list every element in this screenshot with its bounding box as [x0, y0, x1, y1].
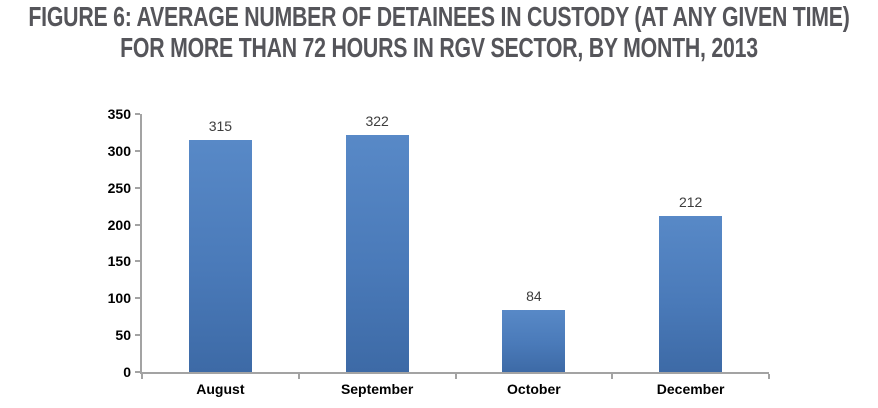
y-axis-tick-label: 150: [107, 253, 131, 270]
y-axis-tick: [135, 113, 140, 115]
y-axis-tick-label: 200: [107, 216, 131, 233]
plot-area: 0 50 100 150 200 250 300 350 315 August 322 Septemb…: [108, 106, 770, 397]
y-axis-tick: [135, 149, 140, 152]
y-axis-tick: [135, 297, 140, 300]
x-axis-tick: [611, 374, 614, 379]
chart-title-line-1: FIGURE 6: AVERAGE NUMBER OF DETAINEES IN…: [28, 1, 850, 32]
category-label-august: August: [196, 381, 245, 397]
bar-august: [188, 140, 252, 372]
data-label-september: 322: [365, 113, 389, 129]
y-axis-tick-label: 300: [107, 142, 131, 159]
y-axis-tick: [135, 223, 140, 226]
y-axis-tick: [135, 334, 140, 337]
chart-title: FIGURE 6: AVERAGE NUMBER OF DETAINEES IN…: [0, 2, 878, 66]
y-axis-tick-label: 350: [107, 106, 131, 122]
x-axis-tick: [454, 374, 457, 379]
y-axis-tick-label: 0: [123, 364, 131, 380]
data-label-december: 212: [678, 194, 703, 210]
category-label-december: December: [656, 381, 725, 397]
chart-title-line-2: FOR MORE THAN 72 HOURS IN RGV SECTOR, BY…: [120, 32, 758, 63]
y-axis-tick-label: 100: [107, 290, 131, 307]
y-axis-tick: [135, 260, 140, 263]
bar-october: [502, 310, 566, 372]
category-label-september: September: [340, 381, 414, 397]
bar-september: [345, 135, 409, 372]
x-axis-tick: [141, 374, 143, 379]
data-label-august: 315: [208, 118, 233, 134]
y-axis-tick-label: 250: [107, 179, 131, 196]
y-axis-tick: [135, 371, 140, 373]
category-label-october: October: [507, 381, 561, 397]
y-axis-tick-label: 50: [115, 327, 131, 344]
x-axis-tick: [297, 374, 300, 379]
y-axis-tick: [135, 186, 140, 189]
x-axis-tick: [768, 374, 770, 379]
bar-december: [659, 216, 723, 372]
data-label-october: 84: [526, 288, 542, 304]
